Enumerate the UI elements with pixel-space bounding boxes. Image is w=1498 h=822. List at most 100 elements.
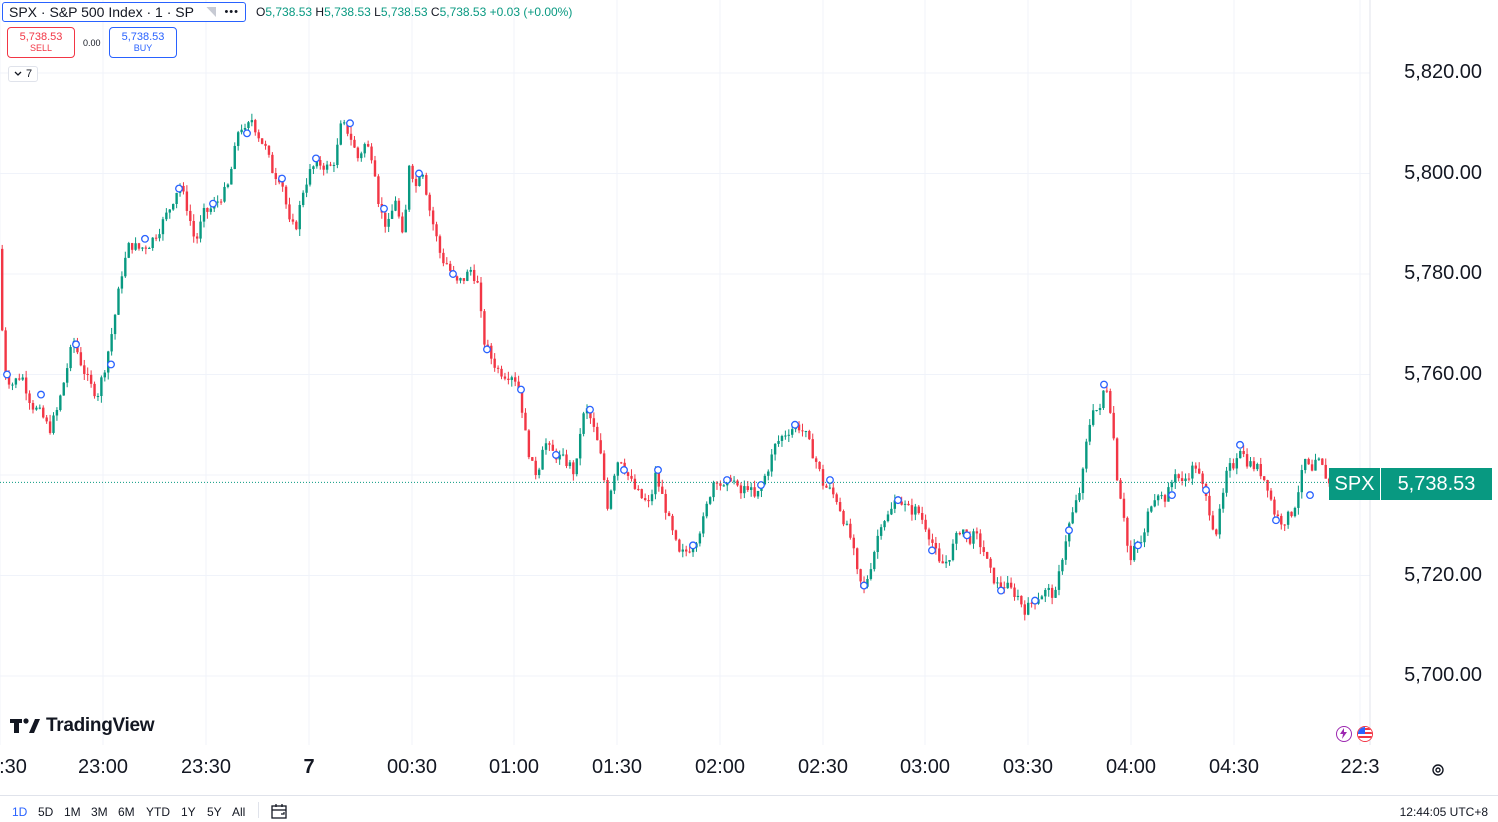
candle-body bbox=[500, 368, 503, 377]
event-marker bbox=[791, 420, 799, 429]
price-tag-symbol: SPX bbox=[1329, 468, 1380, 500]
candle-body bbox=[1208, 495, 1211, 516]
symbol-legend[interactable]: SPX · S&P 500 Index · 1 · SP ••• bbox=[2, 2, 246, 22]
candle-body bbox=[281, 182, 284, 187]
candle-body bbox=[1304, 458, 1307, 471]
indicators-toggle[interactable]: 7 bbox=[8, 66, 38, 82]
candle-body bbox=[7, 376, 11, 385]
event-marker bbox=[757, 481, 765, 489]
candle-body bbox=[736, 480, 739, 486]
candle-body bbox=[575, 458, 578, 475]
candle-body bbox=[236, 132, 240, 146]
candle-body bbox=[1013, 587, 1016, 598]
candle-body bbox=[219, 201, 223, 203]
candle-body bbox=[931, 539, 934, 543]
candle-body bbox=[849, 523, 852, 538]
candle-body bbox=[315, 160, 319, 167]
settings-icon[interactable] bbox=[1431, 763, 1445, 777]
high-value: 5,738.53 bbox=[324, 5, 371, 19]
sell-button[interactable]: 5,738.53 SELL bbox=[7, 27, 75, 58]
flag-icon[interactable] bbox=[205, 6, 217, 18]
candle-body bbox=[708, 497, 712, 504]
candle-body bbox=[209, 208, 213, 212]
time-axis-label: 03:00 bbox=[899, 756, 951, 778]
candle-body bbox=[172, 203, 175, 210]
candle-body bbox=[42, 407, 45, 418]
candle-body bbox=[38, 407, 42, 409]
candle-body bbox=[1054, 589, 1057, 598]
range-button-3m[interactable]: 3M bbox=[91, 805, 108, 819]
time-axis-label: 02:00 bbox=[694, 756, 746, 778]
candle-body bbox=[65, 368, 69, 383]
candle-body bbox=[876, 535, 879, 553]
candle-body bbox=[886, 514, 890, 522]
candle-body bbox=[866, 578, 869, 587]
range-button-1m[interactable]: 1M bbox=[64, 805, 81, 819]
candle-body bbox=[1050, 587, 1054, 598]
range-button-all[interactable]: All bbox=[232, 805, 246, 819]
candle-body bbox=[784, 435, 787, 437]
indicators-count: 7 bbox=[25, 68, 33, 80]
event-marker bbox=[620, 466, 628, 474]
candle-body bbox=[821, 469, 825, 486]
candle-body bbox=[1109, 391, 1112, 413]
candle-body bbox=[223, 186, 226, 202]
candle-body bbox=[404, 209, 407, 233]
time-axis-label: 04:30 bbox=[1208, 756, 1260, 778]
candle-body bbox=[45, 417, 48, 422]
us-flag-icon[interactable] bbox=[1357, 726, 1373, 742]
candle-body bbox=[1324, 464, 1327, 479]
candle-body bbox=[141, 247, 144, 249]
time-axis-label: 7 bbox=[303, 756, 315, 778]
candle-body bbox=[678, 539, 681, 552]
candle-body bbox=[1300, 470, 1303, 493]
candle-body bbox=[561, 454, 565, 456]
candle-body bbox=[1071, 512, 1074, 524]
event-markers-layer bbox=[3, 119, 1314, 605]
candle-body bbox=[1, 248, 4, 331]
candle-body bbox=[158, 234, 161, 239]
candle-body bbox=[1256, 464, 1259, 470]
candle-body bbox=[609, 490, 613, 509]
utc-clock[interactable]: 12:44:05 UTC+8 bbox=[1399, 805, 1488, 819]
event-marker bbox=[654, 466, 662, 474]
range-button-ytd[interactable]: YTD bbox=[146, 805, 170, 819]
candle-body bbox=[325, 164, 329, 170]
candle-body bbox=[907, 503, 910, 506]
buy-button[interactable]: 5,738.53 BUY bbox=[109, 27, 177, 58]
range-button-1y[interactable]: 1Y bbox=[181, 805, 196, 819]
candle-body bbox=[14, 378, 18, 385]
candle-body bbox=[514, 377, 517, 382]
candle-body bbox=[859, 569, 862, 582]
more-icon[interactable]: ••• bbox=[224, 6, 239, 18]
tradingview-logo[interactable]: TradingView bbox=[10, 715, 155, 737]
range-button-6m[interactable]: 6M bbox=[118, 805, 135, 819]
candle-body bbox=[343, 122, 346, 124]
event-marker bbox=[1100, 380, 1108, 389]
lightning-icon[interactable] bbox=[1336, 726, 1352, 742]
candle-body bbox=[732, 480, 736, 482]
candle-body bbox=[825, 485, 828, 488]
candle-body bbox=[110, 334, 113, 352]
range-button-5y[interactable]: 5Y bbox=[207, 805, 222, 819]
range-button-5d[interactable]: 5D bbox=[38, 805, 54, 819]
price-axis-label: 5,700.00 bbox=[1404, 664, 1482, 686]
candle-body bbox=[890, 508, 893, 515]
symbol-title[interactable]: SPX · S&P 500 Index · 1 · SP bbox=[9, 4, 194, 20]
candle-body bbox=[835, 494, 838, 503]
event-marker bbox=[586, 405, 594, 414]
candle-body bbox=[1064, 541, 1068, 560]
candle-body bbox=[746, 486, 749, 490]
last-price-tag: SPX 5,738.53 bbox=[1329, 468, 1492, 500]
candle-body bbox=[185, 191, 189, 211]
event-marker bbox=[860, 581, 868, 590]
event-marker bbox=[72, 340, 80, 349]
time-axis-label: 00:30 bbox=[386, 756, 438, 778]
candle-body bbox=[18, 378, 21, 380]
calendar-icon[interactable] bbox=[271, 803, 289, 819]
candle-body bbox=[640, 489, 643, 499]
candle-body bbox=[1232, 463, 1235, 469]
range-button-1d[interactable]: 1D bbox=[12, 805, 28, 819]
close-value: 5,738.53 bbox=[439, 5, 487, 19]
